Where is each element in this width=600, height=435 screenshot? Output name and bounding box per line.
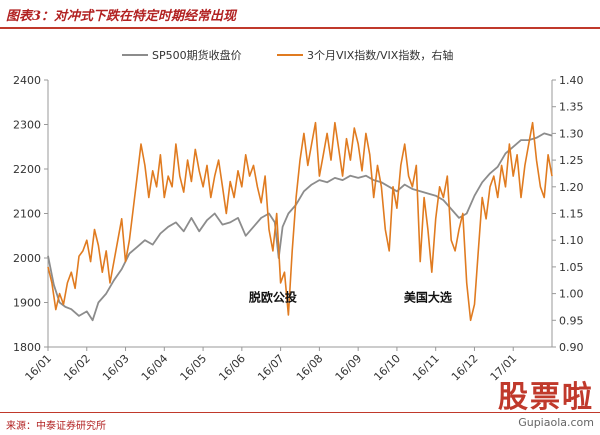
y-right-tick-label: 1.00 [559,288,584,301]
x-tick-label: 16/03 [100,352,132,384]
title-rule [0,27,600,29]
y-right-tick-label: 1.05 [559,261,584,274]
x-tick-label: 16/11 [410,352,442,384]
y-right-tick-label: 1.15 [559,208,584,221]
y-right-tick-label: 1.20 [559,181,584,194]
x-tick-label: 16/02 [61,352,93,384]
legend-label-sp500: SP500期货收盘价 [152,48,242,62]
y-right-tick-label: 0.90 [559,341,584,354]
x-tick-label: 16/06 [216,352,248,384]
chart-annotation: 脱欧公投 [249,290,297,305]
y-left-tick-label: 1900 [13,297,41,310]
series-line-vix-ratio [47,121,553,322]
x-tick-label: 16/05 [178,352,210,384]
y-right-tick-label: 1.40 [559,74,584,87]
y-left-tick-label: 2200 [13,163,41,176]
y-right-tick-label: 1.30 [559,127,584,140]
x-tick-label: 16/08 [294,352,326,384]
x-tick-label: 16/01 [23,352,55,384]
series-line-sp500 [47,132,553,322]
source-note: 来源：中泰证券研究所 [6,421,106,432]
x-tick-label: 16/07 [255,352,287,384]
watermark-sub: Gupiaola.com [518,416,594,429]
watermark-main: 股票啦 [498,380,594,415]
y-left-tick-label: 2000 [13,252,41,265]
title-bar: 图表3：对冲式下跌在特定时期经常出现 [0,0,600,27]
footer-rule [0,412,600,413]
chart-annotation: 美国大选 [404,290,452,305]
y-left-tick-label: 2100 [13,208,41,221]
legend-label-vix: 3个月VIX指数/VIX指数，右轴 [307,48,453,62]
x-tick-label: 16/12 [449,352,481,384]
x-tick-label: 16/10 [371,352,403,384]
x-tick-label: 16/04 [139,352,171,384]
watermark-logo: 股票啦 Gupiaola.com [498,372,594,429]
y-right-tick-label: 1.35 [559,101,584,114]
y-right-tick-label: 1.25 [559,154,584,167]
dual-axis-line-chart: 1800 1900 2000 2100 2200 2300 2400 0.90 0.95 1.00… [13,48,584,384]
y-left-tick-label: 1800 [13,341,41,354]
y-right-tick-label: 1.10 [559,234,584,247]
y-right-tick-label: 0.95 [559,314,584,327]
x-tick-label: 16/09 [333,352,365,384]
y-left-tick-label: 2300 [13,119,41,132]
figure-title: 图表3：对冲式下跌在特定时期经常出现 [6,9,237,24]
y-left-tick-label: 2400 [13,74,41,87]
